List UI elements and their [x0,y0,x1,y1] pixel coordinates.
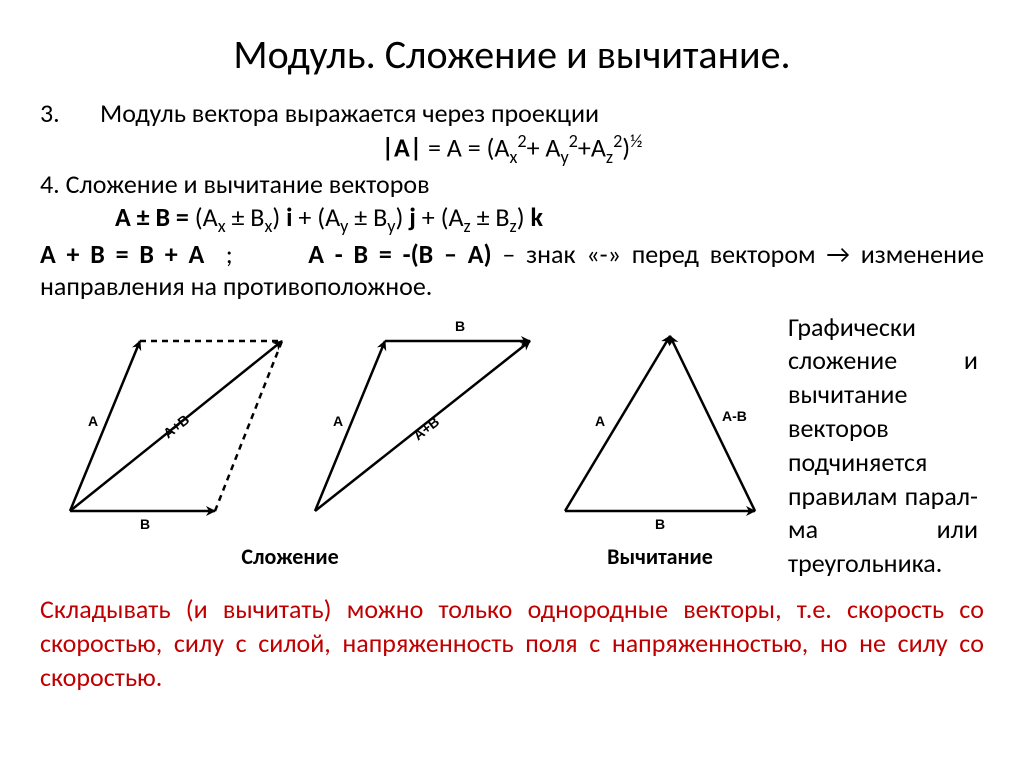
subtraction-svg: A B A-B [540,311,780,536]
caption-subtraction: Вычитание [540,543,780,570]
svg-text:A+B: A+B [410,413,442,443]
caption-addition: Сложение [40,543,540,570]
c1: ) [272,201,286,233]
item3-number: 3. [40,97,100,130]
figure-parallelogram: ABA+B [40,311,290,570]
slide-title: Модуль. Сложение и вычитание. [40,30,984,79]
formula-modulus: |A| = A = (Ax2+ Ay2+Az2)½ [40,130,984,169]
sup-half: ½ [630,130,642,152]
plus2: +A [578,131,606,163]
figures-container: A B A+B A B A+B Сложение A B A-B Вычитание [40,311,780,570]
svg-text:B: B [655,516,665,532]
commutative: A + B = B + A [40,238,204,270]
modulus-eq: = A = (A [422,131,509,163]
svg-text:A: A [595,413,605,429]
subtraction-rule: A - B = -(B – A) [308,238,491,270]
formula-properties: A + B = B + A ; A - B = -(B – A) – знак … [40,238,984,303]
item-4: 4. Сложение и вычитание векторов [40,168,984,201]
svg-text:A-B: A-B [722,408,747,424]
svg-text:A: A [333,413,343,429]
close-paren: ) [622,131,630,163]
item3-text: Модуль вектора выражается через проекции [100,97,599,129]
svg-text:B: B [140,516,150,532]
triangle-svg: A B A+B [290,311,540,536]
figure-row: A B A+B A B A+B Сложение A B A-B Вычитание Гра… [40,311,984,581]
formula-addsub: A ± B = (Ax ± Bx) i + (Ay ± By) j + (Az … [40,201,984,238]
red-note: Складывать (и вычитать) можно только одн… [40,593,984,694]
c3: ) [517,201,531,233]
pm1: ± B [226,201,265,233]
c2: ) [395,201,409,233]
pm3: ± B [471,201,510,233]
addsub-lhs: A ± B = [115,201,195,233]
svg-text:B: B [455,318,465,334]
sub-y: y [560,145,568,167]
sup-2c: 2 [613,130,622,152]
item-3: 3.Модуль вектора выражается через проекц… [40,97,984,130]
sx1: x [218,215,226,237]
unit-k: k [531,201,543,233]
p2: + (A [292,201,340,233]
sz1: z [464,215,471,237]
p3: + (A [416,201,464,233]
pm2: ± B [348,201,387,233]
plus1: + A [527,131,561,163]
sup-2b: 2 [569,130,578,152]
unit-j: j [409,201,416,233]
sup-2a: 2 [517,130,526,152]
svg-text:A: A [88,413,98,429]
parallelogram-svg: ABA+B [40,311,290,536]
sub-z: z [606,145,613,167]
p1a: (A [195,201,218,233]
side-text: Графически сложение и вычитание векторов… [780,311,978,581]
sz2: z [510,215,517,237]
figure-triangle: ABA+B Сложение [290,311,540,570]
figure-subtraction: A B A-B Вычитание [540,311,780,570]
modulus-lhs: |A| [382,131,422,163]
